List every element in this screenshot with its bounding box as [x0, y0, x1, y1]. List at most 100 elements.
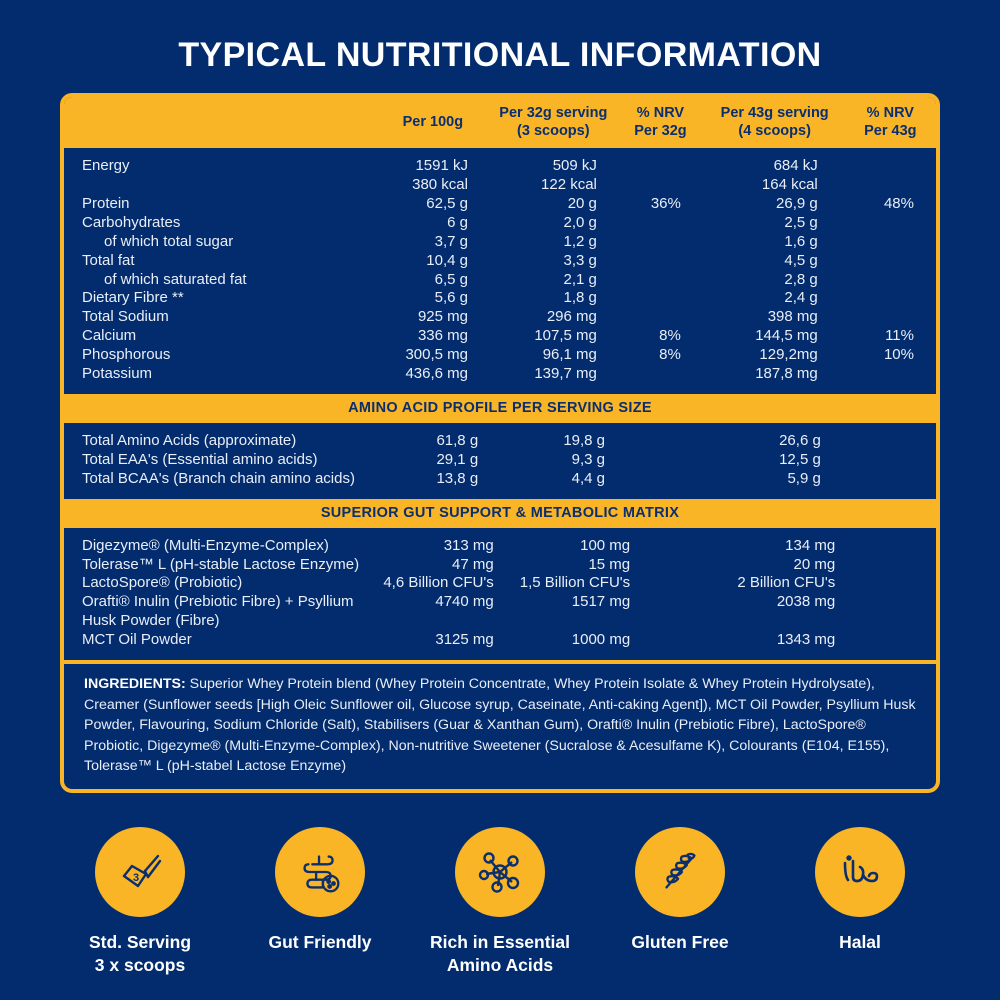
cell-per100g: 5,6 g	[434, 289, 468, 307]
cell-nrv32: 36%	[650, 195, 681, 213]
feature-badges: 3 Std. Serving 3 x scoops	[56, 826, 944, 977]
cell-nrv32	[627, 470, 712, 489]
intestine-icon	[303, 855, 340, 893]
molecule-icon-disc	[455, 826, 545, 917]
cell-nrv43	[846, 214, 936, 233]
row-label: Total BCAA's (Branch chain amino acids)	[82, 469, 355, 487]
molecule-icon	[478, 852, 520, 893]
cell-nrv43	[846, 233, 936, 252]
badge-label-halal: Halal	[839, 931, 881, 952]
cell-per100g: 6 g	[447, 213, 468, 231]
ingredients-divider	[64, 659, 936, 664]
ingredients-block: INGREDIENTS: Superior Whey Protein blend…	[64, 664, 936, 789]
cell-per100g: 380 kcal	[412, 176, 468, 194]
cell-nrv32	[619, 365, 707, 384]
cell-per32g: 19,8 g	[563, 431, 606, 449]
table-row: Energy 1591 kJ 509 kJ 684 kJ	[64, 157, 936, 176]
cell-nrv43	[863, 556, 936, 575]
cell-per100g: 6,5 g	[434, 270, 468, 288]
table-row: Total Sodium 925 mg 296 mg 398 mg	[64, 308, 936, 327]
cell-nrv43	[846, 157, 936, 176]
nutrition-rows-body: Energy 1591 kJ 509 kJ 684 kJ 380 kcal 122 kca…	[64, 148, 936, 394]
row-label: of which total sugar	[104, 232, 234, 250]
badge-label-std-serving: Std. Serving 3 x scoops	[88, 931, 192, 975]
amino-section-header: AMINO ACID PROFILE PER SERVING SIZE	[64, 393, 936, 423]
table-row: Total EAA's (Essential amino acids) 29,1 …	[64, 451, 936, 470]
cell-per43g: 1343 mg	[776, 631, 836, 649]
header-cell-per43g: Per 43g serving (4 scoops)	[720, 105, 829, 140]
header-cell-label	[64, 104, 375, 140]
cell-nrv43	[846, 308, 936, 327]
cell-nrv32	[652, 537, 724, 556]
cell-nrv43	[863, 631, 936, 650]
cell-per43g: 12,5 g	[779, 450, 821, 468]
cell-per43g: 164 kcal	[761, 176, 818, 194]
cell-nrv43	[863, 574, 936, 593]
cell-nrv32: 8%	[659, 327, 681, 345]
page-title: TYPICAL NUTRITIONAL INFORMATION	[178, 36, 822, 74]
cell-nrv32	[619, 214, 707, 233]
badge-label-gluten-free: Gluten Free	[631, 931, 729, 952]
cell-nrv43	[849, 432, 936, 451]
row-label	[64, 176, 378, 195]
cell-nrv43	[846, 365, 936, 384]
badge-gut-friendly: Gut Friendly	[236, 826, 404, 954]
cell-per32g: 96,1 mg	[542, 346, 597, 364]
cell-per32g: 1000 mg	[571, 631, 631, 649]
cell-per43g: 26,9 g	[776, 195, 818, 213]
cell-per100g: 300,5 mg	[405, 346, 468, 364]
cell-nrv43	[849, 451, 936, 470]
cell-per100g: 61,8 g	[436, 431, 479, 449]
header-cell-per32g: Per 32g serving (3 scoops)	[499, 105, 608, 140]
table-row: Phosphorous 300,5 mg 96,1 mg 8% 129,2mg 10%	[64, 346, 936, 365]
cell-per100g: 29,1 g	[436, 450, 479, 468]
cell-per43g: 20 mg	[793, 555, 836, 573]
row-label: Calcium	[82, 327, 137, 345]
cell-nrv32	[619, 157, 707, 176]
cell-per100g: 3,7 g	[434, 232, 468, 250]
cell-nrv43	[846, 176, 936, 195]
wheat-icon	[665, 852, 696, 889]
cell-per43g: 2038 mg	[776, 593, 836, 611]
cell-per43g: 398 mg	[767, 308, 818, 326]
table-row: 380 kcal 122 kcal 164 kcal	[64, 176, 936, 195]
table-row: LactoSpore® (Probiotic) 4,6 Billion CFU's…	[64, 574, 936, 593]
cell-per32g: 509 kJ	[552, 157, 597, 175]
cell-nrv43: 11%	[885, 327, 914, 345]
cell-per32g	[520, 612, 652, 631]
row-label: Dietary Fibre **	[82, 289, 184, 307]
badge-halal: Halal	[776, 826, 944, 954]
cell-per43g: 2,5 g	[784, 213, 818, 231]
cell-per43g: 684 kJ	[773, 157, 818, 175]
cell-per100g: 336 mg	[417, 327, 468, 345]
cell-nrv32	[652, 574, 724, 593]
gut-rows-body: Digezyme® (Multi-Enzyme-Complex) 313 mg 10…	[64, 528, 936, 660]
badge-label-gut-friendly: Gut Friendly	[268, 931, 372, 952]
table-row: Dietary Fibre ** 5,6 g 1,8 g 2,4 g	[64, 289, 936, 308]
row-label: Husk Powder (Fibre)	[82, 612, 220, 630]
row-label: Potassium	[82, 365, 153, 383]
cell-per43g: 2,4 g	[784, 289, 818, 307]
scoop-count-label: 3	[133, 872, 139, 884]
cell-nrv43	[846, 252, 936, 271]
wheat-icon-disc	[635, 826, 725, 917]
row-label: Total Sodium	[82, 308, 169, 326]
table-header-band: Per 100g Per 32g serving (3 scoops) % NR…	[64, 97, 936, 149]
row-label: Energy	[82, 157, 130, 175]
cell-per32g: 15 mg	[588, 555, 631, 573]
table-row: Husk Powder (Fibre)	[64, 612, 936, 631]
cell-nrv32	[619, 289, 707, 308]
table-row: Total fat 10,4 g 3,3 g 4,5 g	[64, 252, 936, 271]
cell-nrv43: 48%	[883, 195, 914, 213]
cell-per43g: 144,5 mg	[755, 327, 818, 345]
cell-nrv32	[652, 593, 724, 612]
cell-per100g: 1591 kJ	[415, 157, 468, 175]
header-cell-nrv32: % NRV Per 32g	[634, 105, 687, 140]
table-row: Carbohydrates 6 g 2,0 g 2,5 g	[64, 214, 936, 233]
badge-amino-acids: Rich in Essential Amino Acids	[416, 826, 584, 977]
row-label: MCT Oil Powder	[82, 631, 192, 649]
row-label: LactoSpore® (Probiotic)	[82, 574, 243, 592]
cell-per32g: 1,8 g	[563, 289, 597, 307]
cell-per100g: 47 mg	[452, 555, 494, 573]
cell-nrv32	[619, 308, 707, 327]
